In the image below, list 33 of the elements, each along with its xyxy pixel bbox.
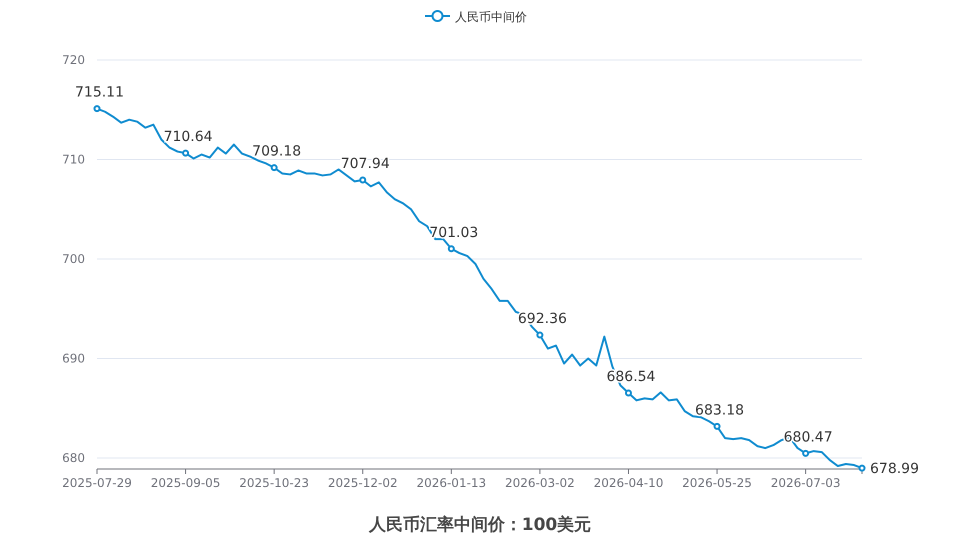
legend-label: 人民币中间价 — [455, 10, 527, 24]
y-tick-label: 720 — [62, 53, 85, 67]
point — [624, 389, 632, 396]
data-label: 715.11 — [75, 84, 124, 101]
data-label: 709.18 — [252, 144, 302, 160]
data-label: 678.99 — [870, 461, 919, 478]
x-tick-label: 2025-10-23 — [239, 476, 310, 490]
data-label: 683.18 — [695, 402, 744, 418]
x-tick-label: 2025-09-05 — [150, 476, 220, 490]
y-tick-label: 710 — [62, 152, 85, 167]
x-tick-label: 2026-07-03 — [770, 476, 841, 490]
y-tick-label: 700 — [62, 252, 85, 266]
point — [536, 332, 544, 339]
text: 人民币汇率中间价：100美元 — [368, 515, 592, 535]
point — [802, 450, 810, 457]
x-tick-label: 2026-03-02 — [505, 476, 575, 490]
x-tick-label: 2026-01-13 — [416, 476, 486, 490]
point — [714, 422, 721, 430]
data-label: 710.64 — [164, 129, 213, 146]
y-tick-label: 680 — [62, 451, 85, 466]
point — [270, 164, 278, 172]
x-tick-label: 2026-04-10 — [594, 476, 664, 490]
point — [94, 105, 100, 112]
data-label: 707.94 — [340, 156, 390, 172]
x-tick-label: 2025-12-02 — [328, 476, 398, 490]
point — [858, 464, 866, 472]
x-tick-label: 2025-07-29 — [62, 476, 132, 490]
point — [448, 245, 455, 252]
data-label: 680.47 — [784, 429, 833, 446]
point — [182, 150, 190, 157]
y-tick-label: 690 — [62, 352, 85, 366]
point — [359, 176, 366, 184]
x-tick-label: 2026-05-25 — [682, 476, 752, 490]
